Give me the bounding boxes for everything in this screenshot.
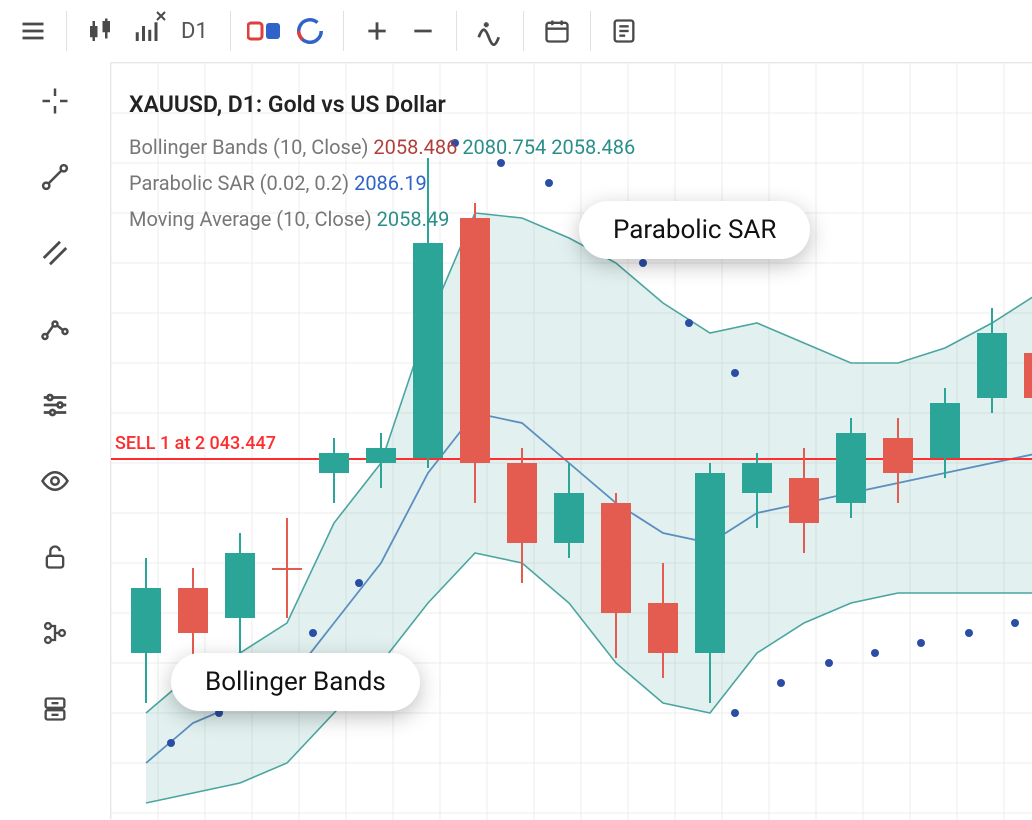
polyline-tool[interactable]	[32, 306, 78, 352]
candlestick-style-button[interactable]	[77, 8, 123, 54]
lock-tool[interactable]	[32, 534, 78, 580]
toolbar-separator	[66, 11, 67, 51]
minus-icon	[410, 18, 436, 44]
properties-button[interactable]	[601, 8, 647, 54]
refresh-button[interactable]	[287, 8, 333, 54]
refresh-icon	[295, 16, 325, 46]
plus-icon	[364, 18, 390, 44]
indicator-row: Bollinger Bands (10, Close) 2058.486 208…	[129, 129, 635, 165]
toolbar-separator	[523, 11, 524, 51]
close-badge-icon	[155, 10, 167, 22]
bar-style-button[interactable]	[123, 8, 169, 54]
annotation-callout: Bollinger Bands	[171, 653, 420, 711]
chart-area[interactable]: XAUUSD, D1: Gold vs US Dollar Bollinger …	[110, 62, 1032, 819]
indicator-name: Bollinger Bands (10, Close)	[129, 135, 373, 159]
trendline-icon	[40, 162, 70, 192]
chart-legend: XAUUSD, D1: Gold vs US Dollar Bollinger …	[129, 87, 635, 237]
document-icon	[610, 17, 638, 45]
indicator-value: 2058.486	[373, 135, 462, 159]
candlestick-icon	[85, 16, 115, 46]
indicator-value: 2080.754	[462, 135, 551, 159]
zoom-in-button[interactable]	[354, 8, 400, 54]
save-layout-tool[interactable]	[32, 686, 78, 732]
side-toolbar	[0, 62, 110, 819]
calendar-icon	[543, 17, 571, 45]
crosshair-icon	[40, 86, 70, 116]
menu-button[interactable]	[10, 8, 56, 54]
unlock-icon	[41, 543, 69, 571]
tree-icon	[41, 619, 69, 647]
order-line-label: SELL 1 at 2 043.447	[115, 433, 276, 454]
toolbar-separator	[456, 11, 457, 51]
top-toolbar: D1	[0, 0, 1032, 62]
indicator-name: Parabolic SAR (0.02, 0.2)	[129, 171, 354, 195]
timeframe-label[interactable]: D1	[169, 19, 220, 44]
visibility-tool[interactable]	[32, 458, 78, 504]
save-layout-icon	[41, 695, 69, 723]
levels-tool[interactable]	[32, 382, 78, 428]
chart-title: XAUUSD, D1: Gold vs US Dollar	[129, 87, 635, 123]
zoom-out-button[interactable]	[400, 8, 446, 54]
crosshair-tool[interactable]	[32, 78, 78, 124]
indicator-icon	[475, 16, 505, 46]
polyline-icon	[40, 314, 70, 344]
eye-icon	[40, 466, 70, 496]
channel-tool[interactable]	[32, 230, 78, 276]
channel-icon	[40, 238, 70, 268]
hamburger-icon	[19, 17, 47, 45]
indicator-value: 2058.49	[377, 207, 450, 231]
objects-tree-tool[interactable]	[32, 610, 78, 656]
one-click-trade-button[interactable]	[241, 8, 287, 54]
trade-panel-icon	[247, 19, 281, 43]
indicators-button[interactable]	[467, 8, 513, 54]
toolbar-separator	[590, 11, 591, 51]
calendar-button[interactable]	[534, 8, 580, 54]
toolbar-separator	[343, 11, 344, 51]
annotation-callout: Parabolic SAR	[579, 201, 810, 259]
indicator-row: Parabolic SAR (0.02, 0.2) 2086.19	[129, 165, 635, 201]
toolbar-separator	[230, 11, 231, 51]
indicator-name: Moving Average (10, Close)	[129, 207, 377, 231]
levels-icon	[40, 390, 70, 420]
indicator-value: 2058.486	[551, 135, 635, 159]
indicator-value: 2086.19	[354, 171, 427, 195]
indicator-row: Moving Average (10, Close) 2058.49	[129, 201, 635, 237]
trendline-tool[interactable]	[32, 154, 78, 200]
